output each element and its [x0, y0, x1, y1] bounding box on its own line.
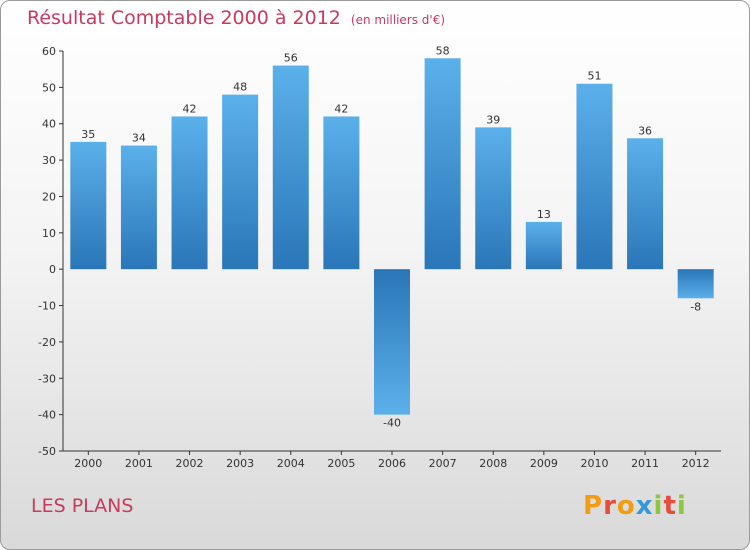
data-label-2003: 48: [233, 81, 247, 94]
data-label-2007: 58: [436, 44, 450, 57]
x-tick-label-2004: 2004: [277, 457, 305, 470]
x-tick-label-2007: 2007: [429, 457, 457, 470]
y-tick-label: -40: [38, 409, 56, 422]
y-tick-label: -10: [38, 300, 56, 313]
chart-title: Résultat Comptable 2000 à 2012 (en millie…: [27, 7, 445, 29]
x-tick-label-2006: 2006: [378, 457, 406, 470]
bar-2004: [272, 65, 309, 270]
data-label-2006: -40: [383, 417, 401, 430]
y-tick-label: 10: [42, 227, 56, 240]
bar-2002: [171, 116, 208, 270]
y-tick-label: -20: [38, 336, 56, 349]
data-label-2005: 42: [334, 102, 348, 115]
bar-2011: [627, 138, 664, 270]
y-tick-label: 50: [42, 81, 56, 94]
data-label-2001: 34: [132, 132, 146, 145]
bar-2010: [576, 83, 613, 270]
x-tick-label-2009: 2009: [530, 457, 558, 470]
proxiti-logo: Proxiti: [583, 491, 687, 521]
y-tick-label: 40: [42, 118, 56, 131]
data-label-2002: 42: [183, 102, 197, 115]
y-tick-label: 30: [42, 154, 56, 167]
logo-letter: o: [616, 491, 636, 521]
chart-title-text: Résultat Comptable 2000 à 2012: [27, 7, 341, 29]
logo-letter: i: [676, 491, 687, 521]
y-tick-label: -50: [38, 445, 56, 458]
data-label-2008: 39: [486, 113, 500, 126]
bar-2001: [120, 145, 157, 270]
x-tick-label-2000: 2000: [74, 457, 102, 470]
data-label-2009: 13: [537, 208, 551, 221]
bar-2012: [677, 269, 714, 299]
x-tick-label-2008: 2008: [479, 457, 507, 470]
y-tick-label: -30: [38, 372, 56, 385]
data-label-2012: -8: [690, 300, 701, 313]
bar-2007: [424, 58, 461, 270]
y-tick-label: 20: [42, 190, 56, 203]
bar-2006: [374, 269, 410, 415]
x-tick-label-2001: 2001: [125, 457, 153, 470]
chart-subtitle: (en milliers d'€): [350, 13, 446, 27]
bar-2008: [475, 127, 512, 270]
bar-2005: [323, 116, 360, 270]
bar-2003: [222, 94, 259, 270]
x-tick-label-2003: 2003: [226, 457, 254, 470]
logo-letter: P: [583, 491, 604, 521]
data-label-2000: 35: [81, 128, 95, 141]
data-label-2011: 36: [638, 124, 652, 137]
data-label-2010: 51: [587, 70, 601, 83]
bar-2000: [70, 141, 107, 270]
y-tick-label: 60: [42, 45, 56, 58]
logo-letter: r: [603, 491, 617, 521]
logo-letter: i: [653, 491, 664, 521]
x-tick-label-2010: 2010: [580, 457, 608, 470]
x-tick-label-2012: 2012: [682, 457, 710, 470]
x-tick-label-2005: 2005: [327, 457, 355, 470]
bar-2009: [525, 221, 562, 270]
x-tick-label-2011: 2011: [631, 457, 659, 470]
commune-name: LES PLANS: [31, 495, 134, 517]
x-tick-label-2002: 2002: [176, 457, 204, 470]
logo-letter: t: [663, 491, 677, 521]
logo-letter: x: [635, 491, 654, 521]
y-tick-label: 0: [49, 263, 56, 276]
data-label-2004: 56: [284, 52, 298, 65]
